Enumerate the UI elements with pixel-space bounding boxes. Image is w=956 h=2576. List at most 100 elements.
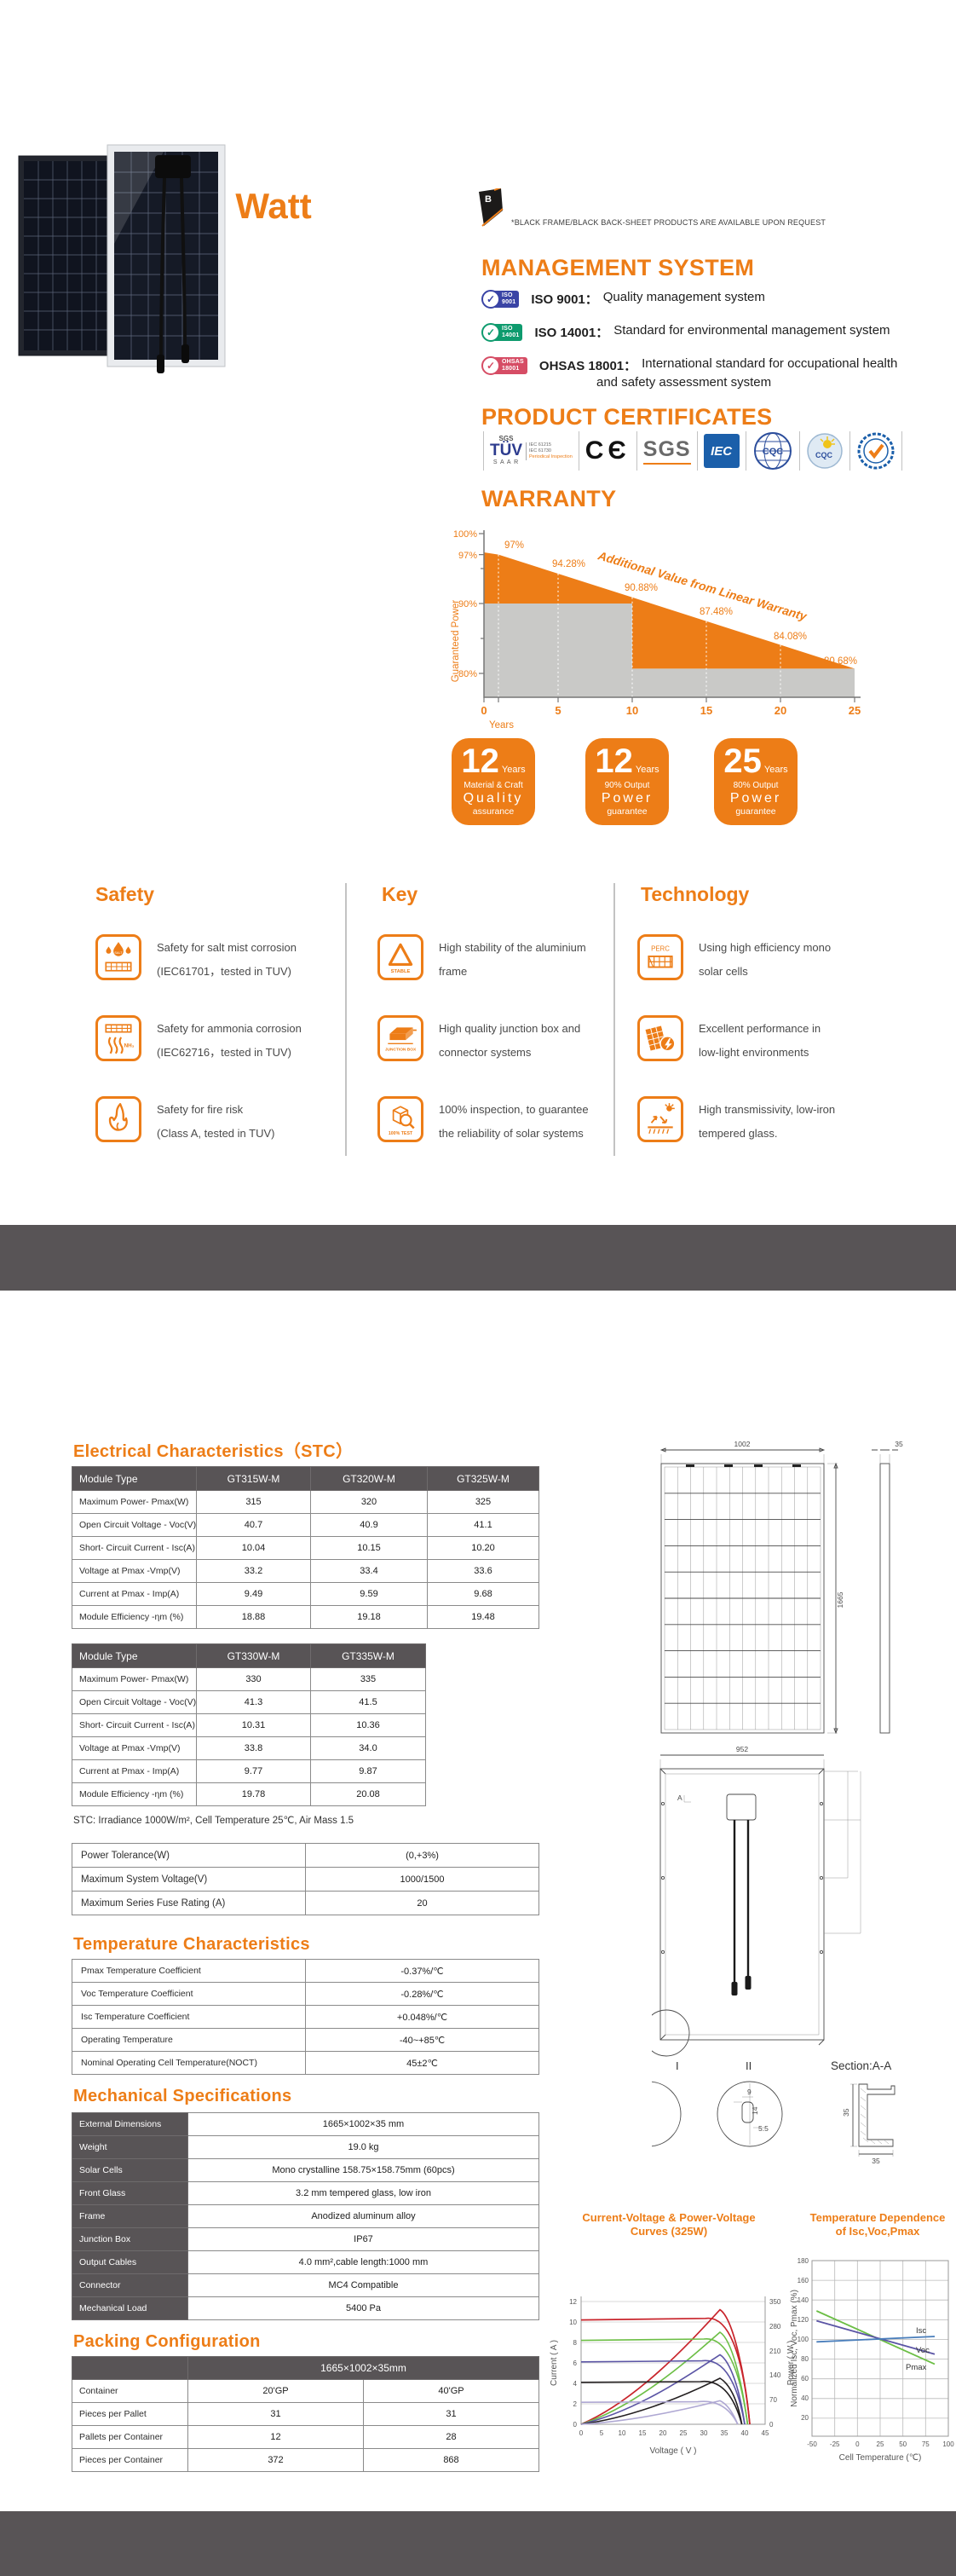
certificates-heading: PRODUCT CERTIFICATES — [481, 404, 773, 430]
feature-line2: (IEC62716，tested in TUV) — [157, 1046, 291, 1059]
feature-line1: Safety for salt mist corrosion — [157, 941, 297, 954]
table-row: Current at Pmax - Imp(A) 9.77 9.87 — [72, 1759, 426, 1783]
tuv-iec2-text: IEC 61730 — [529, 448, 551, 453]
x-tick: 10 — [626, 704, 638, 717]
warranty-heading: WARRANTY — [481, 486, 617, 511]
svg-text:12: 12 — [569, 2298, 577, 2306]
temperature-table: Pmax Temperature Coefficient -0.37%/℃ Voc… — [72, 1959, 539, 2075]
svg-text:120: 120 — [798, 2316, 809, 2324]
black-frame-note: *BLACK FRAME/BLACK BACK-SHEET PRODUCTS A… — [511, 218, 826, 227]
table-row: Power Tolerance(W) (0,+3%) — [72, 1843, 539, 1868]
key-item-junction-box: JUNCTION BOX High quality junction box a… — [377, 1015, 580, 1065]
detail-dim-9: 9 — [747, 2088, 752, 2096]
svg-text:6: 6 — [573, 2359, 578, 2367]
empty-header-cell — [72, 2356, 188, 2380]
table-row: Connector MC4 Compatible — [72, 2273, 539, 2297]
dim-952: 952 — [736, 1745, 748, 1753]
management-item-iso14001: ✓ ISO 14001 ISO 14001： Standard for envir… — [481, 323, 890, 342]
col-header: GT325W-M — [427, 1466, 539, 1491]
col-header: GT320W-M — [310, 1466, 428, 1491]
badge-bottom: 14001 — [502, 332, 520, 338]
x-tick: 5 — [555, 704, 561, 717]
ammonia-icon: NH₃ — [95, 1015, 141, 1061]
svg-text:4: 4 — [573, 2380, 578, 2388]
low-light-icon — [637, 1015, 683, 1061]
col-header: Module Type — [72, 1643, 197, 1668]
tuv-note-text: Periodical Inspection — [529, 453, 573, 459]
point-label: 80.68% — [824, 656, 857, 667]
table-row: Front Glass 3.2 mm tempered glass, low ir… — [72, 2181, 539, 2205]
icon-label: JUNCTION BOX — [385, 1048, 417, 1053]
safety-heading: Safety — [95, 883, 155, 905]
divider — [636, 431, 637, 471]
divider — [696, 431, 698, 471]
table-row: Nominal Operating Cell Temperature(NOCT)… — [72, 2051, 539, 2075]
temp-x-axis-label: Cell Temperature (℃) — [839, 2453, 922, 2463]
tuv-saar-logo: SGS TÜV S A A R IEC 61215 IEC 61730 Peri… — [490, 435, 573, 467]
x-tick: 15 — [700, 704, 712, 717]
iso-14001-desc: Standard for environmental management sy… — [613, 323, 890, 338]
feature-line2: (Class A, tested in TUV) — [157, 1127, 275, 1140]
detail-circle-i — [652, 2081, 682, 2147]
feature-line1: Using high efficiency mono — [699, 941, 832, 954]
table-row: Current at Pmax - Imp(A) 9.49 9.59 9.68 — [72, 1582, 539, 1606]
section-divider-band — [0, 1225, 956, 1291]
tuv-saar-text: S A A R — [492, 459, 520, 465]
temp-lines — [815, 2310, 936, 2365]
black-flag-icon: B — [479, 188, 504, 227]
table-row: Mechanical Load 5400 Pa — [72, 2296, 539, 2320]
x-tick: 0 — [481, 704, 487, 717]
electrical-table-2: Module Type GT330W-M GT335W-M Maximum Powe… — [72, 1643, 426, 1806]
column-divider — [345, 883, 347, 1156]
svg-text:35: 35 — [721, 2429, 729, 2437]
temp-y-ticks: 180 160 140 120 100 80 60 40 20 — [798, 2257, 809, 2422]
management-item-iso9001: ✓ ISO 9001 ISO 9001： Quality management s… — [481, 290, 765, 309]
voc-line-label: Voc — [916, 2346, 930, 2355]
detail-ii-label: II — [746, 2059, 752, 2072]
svg-text:25: 25 — [877, 2440, 884, 2448]
detail-circle-ii: 9 14 5.5 — [717, 2081, 783, 2147]
stc-note: STC: Irradiance 1000W/m², Cell Temperatu… — [73, 1816, 354, 1826]
cqc-sun-logo: CQC — [806, 432, 844, 470]
table-row: Operating Temperature -40~+85℃ — [72, 2028, 539, 2052]
feature-line2: frame — [439, 965, 468, 978]
table-row: Maximum Power- Pmax(W) 330 335 — [72, 1667, 426, 1691]
svg-text:30: 30 — [700, 2429, 708, 2437]
electrical-heading: Electrical Characteristics（STC） — [73, 1442, 354, 1461]
warranty-badge-12y-power: 12 Years 90% Output Power guarantee — [585, 738, 669, 825]
svg-text:100: 100 — [942, 2440, 954, 2448]
tuv-iec1-text: IEC 61215 — [529, 442, 551, 448]
pmax-line-label: Pmax — [906, 2363, 927, 2372]
svg-text:75: 75 — [922, 2440, 930, 2448]
ohsas-18001-desc-line2: and safety assessment system — [596, 375, 772, 390]
sgs-underline — [642, 463, 691, 465]
y-axis-label: Guaranteed Power — [451, 600, 461, 683]
col-header: GT335W-M — [310, 1643, 426, 1668]
x-tick: 20 — [775, 704, 786, 717]
table-row: Maximum Series Fuse Rating (A) 20 — [72, 1891, 539, 1915]
svg-text:5: 5 — [600, 2429, 604, 2437]
badge-bottom: 9001 — [502, 299, 516, 305]
table-row: Short- Circuit Current - Isc(A) 10.04 10.1… — [72, 1536, 539, 1560]
technical-drawing: 1002 1665 35 952 A I II Secti — [652, 1440, 903, 2165]
icon-label: 100% TEST — [389, 1131, 413, 1136]
detail-labels: I II Section:A-A — [676, 2059, 891, 2072]
svg-text:0: 0 — [855, 2440, 860, 2448]
iv-pv-chart: Current-Voltage & Power-Voltage Curves (… — [550, 2211, 796, 2456]
temp-x-ticks: -50 -25 0 25 50 75 100 — [807, 2440, 954, 2448]
table-row: Maximum Power- Pmax(W) 315 320 325 — [72, 1490, 539, 1514]
warranty-badge-12y-quality: 12 Years Material & Craft Quality assuran… — [452, 738, 535, 825]
table-row: Voltage at Pmax -Vmp(V) 33.2 33.4 33.6 — [72, 1559, 539, 1583]
iso-9001-badge-icon: ✓ ISO 9001 — [481, 290, 520, 309]
perc-icon: PERC — [637, 934, 683, 980]
col-header: GT315W-M — [196, 1466, 311, 1491]
tuv-text: TÜV — [490, 442, 522, 459]
section-profile: 35 35 — [842, 2083, 896, 2165]
column-divider — [613, 883, 615, 1156]
iv-y-axis-label: Current ( A ) — [550, 2340, 559, 2386]
section-label: Section:A-A — [831, 2059, 891, 2072]
feature-line2: (IEC61701，tested in TUV) — [157, 965, 291, 978]
y-tick: 100% — [453, 529, 477, 540]
svg-text:10: 10 — [569, 2319, 577, 2326]
